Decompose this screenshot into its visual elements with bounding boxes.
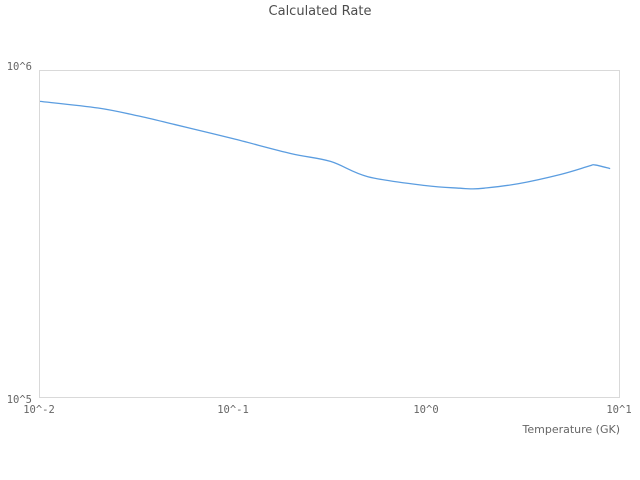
rate-line-svg (40, 100, 611, 190)
plot-area (39, 70, 620, 398)
rate-line (40, 100, 611, 190)
x-tick-label-1e-1: 10^-1 (217, 404, 249, 416)
x-tick-label-1e-2: 10^-2 (23, 404, 55, 416)
y-tick-label-1e6: 10^6 (6, 61, 32, 73)
x-tick-label-1e1: 10^1 (606, 404, 632, 416)
x-axis-title: Temperature (GK) (522, 423, 621, 436)
y-tick-label-1e5: 10^5 (6, 394, 32, 406)
chart-title: Calculated Rate (268, 4, 372, 19)
x-tick-label-1e0: 10^0 (413, 404, 439, 416)
